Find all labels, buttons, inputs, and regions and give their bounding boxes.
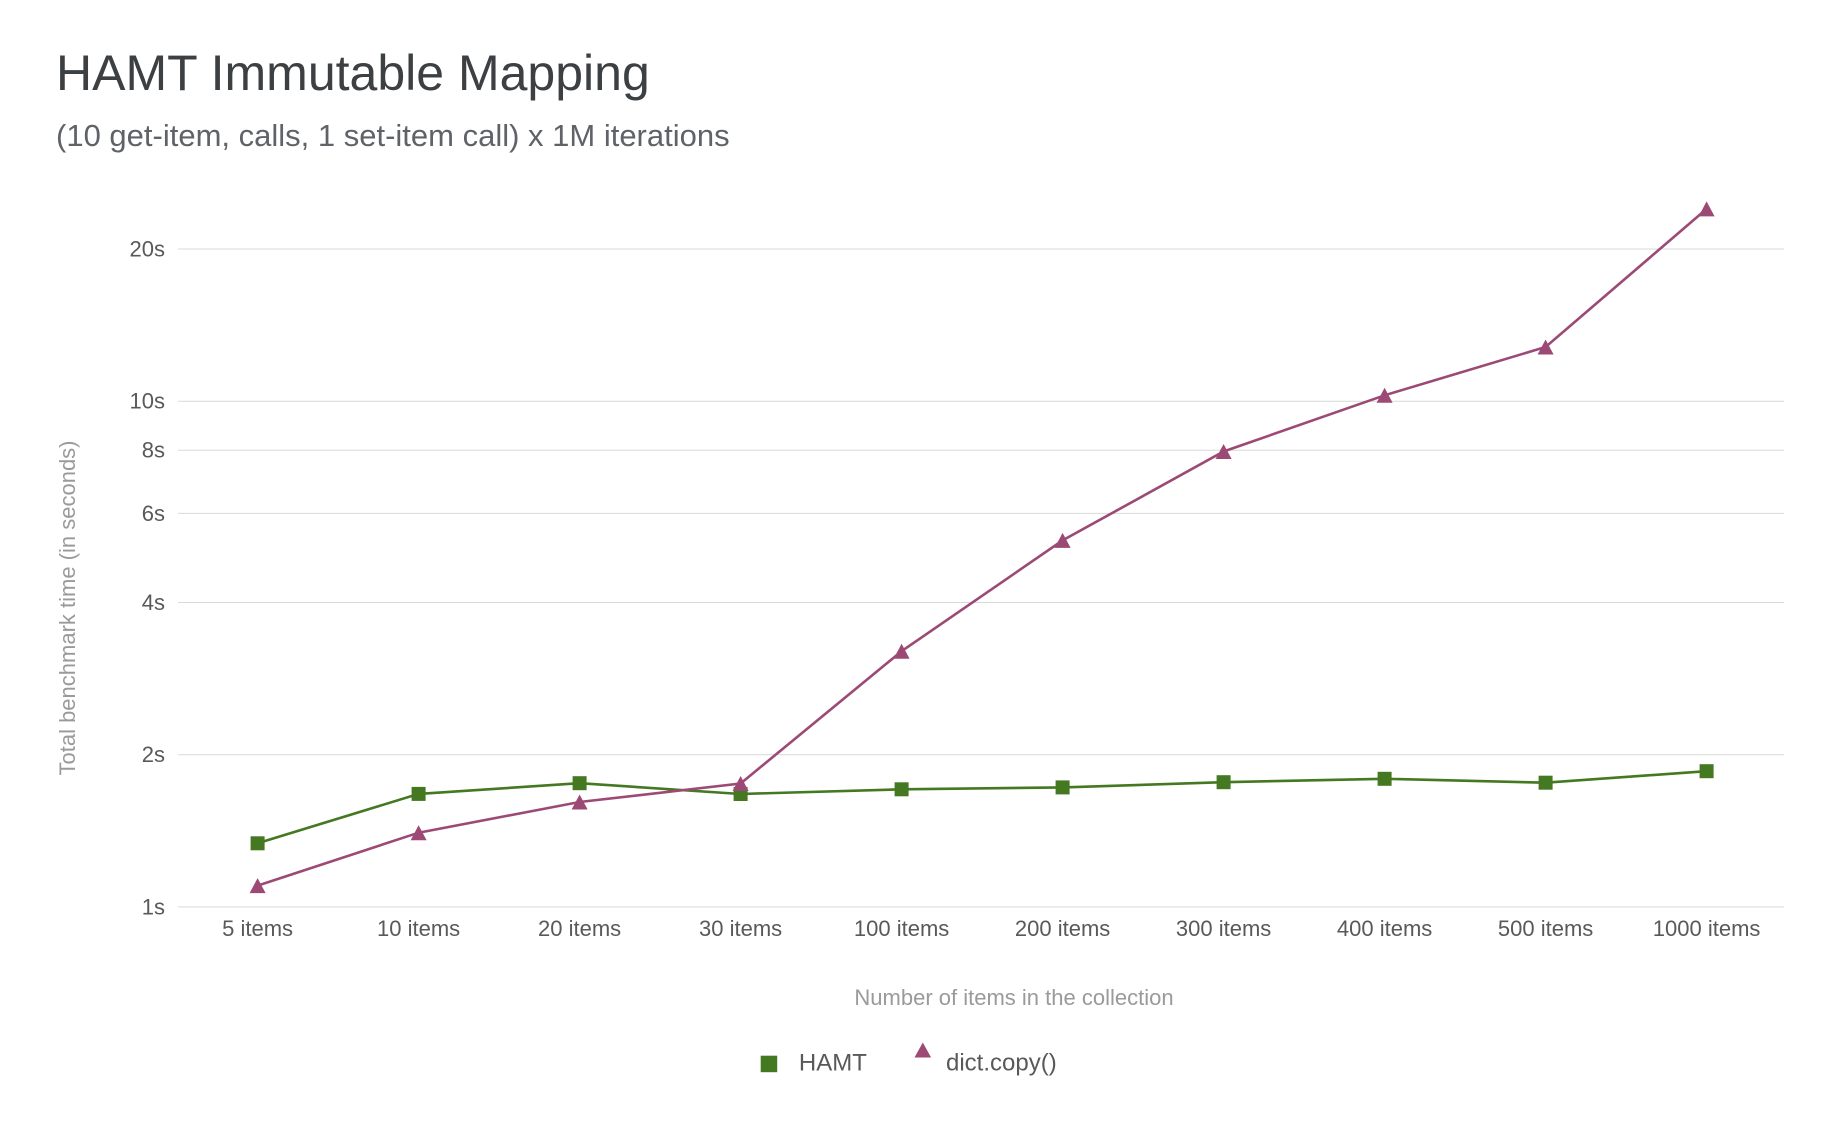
svg-text:20 items: 20 items bbox=[538, 916, 621, 941]
svg-text:20s: 20s bbox=[130, 237, 165, 262]
svg-text:100 items: 100 items bbox=[854, 916, 949, 941]
svg-text:4s: 4s bbox=[142, 590, 165, 615]
svg-text:dict.copy(): dict.copy() bbox=[946, 1050, 1057, 1077]
svg-text:300 items: 300 items bbox=[1176, 916, 1271, 941]
svg-text:HAMT: HAMT bbox=[799, 1050, 867, 1077]
svg-text:200 items: 200 items bbox=[1015, 916, 1110, 941]
svg-text:10 items: 10 items bbox=[377, 916, 460, 941]
svg-text:2s: 2s bbox=[142, 742, 165, 767]
svg-text:10s: 10s bbox=[130, 389, 165, 414]
svg-text:1s: 1s bbox=[142, 894, 165, 919]
svg-text:1000 items: 1000 items bbox=[1653, 916, 1761, 941]
svg-text:Total benchmark time (in secon: Total benchmark time (in seconds) bbox=[55, 440, 80, 775]
svg-text:30 items: 30 items bbox=[699, 916, 782, 941]
svg-text:5 items: 5 items bbox=[222, 916, 293, 941]
svg-text:Number of items in the collect: Number of items in the collection bbox=[854, 985, 1173, 1010]
svg-text:500 items: 500 items bbox=[1498, 916, 1593, 941]
svg-text:6s: 6s bbox=[142, 501, 165, 526]
svg-text:8s: 8s bbox=[142, 438, 165, 463]
svg-text:400 items: 400 items bbox=[1337, 916, 1432, 941]
